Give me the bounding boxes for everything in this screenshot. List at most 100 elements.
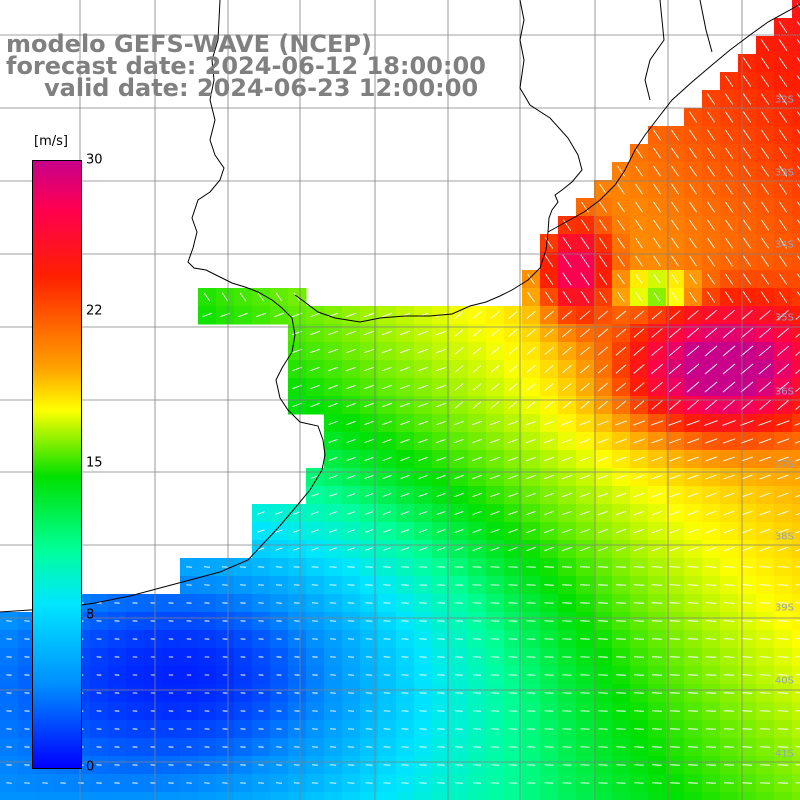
wind-arrow — [742, 93, 752, 105]
wind-arrow — [760, 219, 770, 231]
wind-arrow — [525, 438, 537, 444]
wind-arrow — [741, 674, 753, 676]
wind-arrow — [381, 330, 393, 336]
wind-arrow — [723, 764, 735, 766]
wind-arrow — [722, 399, 736, 411]
wind-arrow — [436, 529, 446, 533]
wind-arrow — [724, 147, 734, 159]
lat-label-35s: 35S — [774, 312, 794, 324]
wind-speed-cell — [792, 432, 800, 451]
wind-arrow — [544, 528, 554, 534]
wind-arrow — [742, 183, 752, 195]
wind-arrow — [777, 546, 789, 552]
wind-arrow — [508, 383, 518, 391]
wind-arrow — [345, 312, 357, 318]
wind-arrow — [328, 330, 338, 336]
wind-arrow — [778, 165, 788, 177]
wind-arrow — [705, 692, 717, 694]
wind-arrow — [382, 420, 392, 426]
wind-arrow — [653, 219, 661, 231]
wind-arrow — [707, 273, 715, 285]
wind-arrow — [795, 405, 800, 410]
wind-arrow — [795, 351, 800, 357]
wind-arrow — [597, 456, 609, 462]
wind-speed-cell — [594, 792, 613, 800]
wind-arrow — [635, 274, 643, 284]
wind-arrow — [490, 546, 500, 552]
wind-arrow — [705, 566, 717, 568]
wind-arrow — [777, 310, 789, 320]
wind-arrow — [580, 254, 590, 268]
wind-arrow — [633, 474, 645, 480]
wind-arrow — [724, 291, 734, 303]
wind-arrow — [687, 674, 699, 676]
wind-arrow — [543, 438, 555, 444]
wind-arrow — [741, 456, 753, 462]
wind-arrow — [689, 291, 697, 303]
wind-arrow — [363, 312, 375, 318]
wind-arrow — [562, 546, 572, 552]
wind-arrow — [382, 366, 392, 372]
wind-arrow — [778, 237, 788, 249]
wind-arrow — [722, 420, 736, 426]
wind-arrow — [561, 492, 573, 498]
wind-speed-cell — [252, 792, 271, 800]
wind-arrow — [669, 584, 681, 586]
wind-arrow — [580, 364, 590, 374]
wind-arrow — [472, 365, 482, 373]
wind-arrow — [760, 57, 770, 69]
wind-arrow — [472, 347, 482, 355]
wind-arrow — [580, 290, 590, 304]
wind-arrow — [777, 492, 789, 498]
wind-arrow — [687, 710, 699, 712]
wind-arrow — [562, 364, 572, 374]
wind-arrow — [796, 183, 800, 189]
wind-arrow — [723, 492, 735, 498]
wind-arrow — [454, 474, 464, 480]
wind-arrow — [669, 546, 681, 552]
wind-arrow — [562, 510, 572, 516]
wind-arrow — [687, 638, 699, 640]
wind-arrow — [400, 529, 410, 533]
colorbar-tick-15: 15 — [86, 455, 103, 471]
wind-arrow — [686, 327, 700, 339]
wind-arrow — [617, 201, 625, 213]
wind-arrow — [635, 255, 643, 267]
wind-arrow — [526, 401, 536, 409]
wind-arrow — [490, 329, 500, 337]
wind-arrow — [742, 111, 752, 123]
wind-arrow — [633, 638, 645, 640]
coastline — [0, 0, 800, 613]
wind-arrow — [472, 438, 482, 444]
wind-arrow — [472, 510, 482, 516]
wind-arrow — [275, 529, 283, 533]
wind-arrow — [599, 183, 607, 195]
wind-arrow — [668, 363, 682, 375]
lat-label-32s: 32S — [774, 94, 794, 106]
wind-arrow — [669, 692, 681, 694]
wind-arrow — [759, 638, 771, 640]
wind-arrow — [346, 330, 356, 336]
lat-label-36s: 36S — [774, 386, 794, 398]
wind-arrow — [795, 728, 800, 730]
wind-arrow — [328, 457, 338, 461]
wind-arrow — [724, 273, 734, 285]
wind-arrow — [795, 782, 800, 784]
wind-speed-cell — [792, 198, 800, 217]
wind-arrow — [202, 312, 212, 318]
wind-arrow — [686, 438, 700, 444]
wind-arrow — [795, 620, 800, 622]
wind-arrow — [328, 384, 338, 390]
wind-arrow — [275, 511, 283, 515]
wind-arrows — [6, 2, 800, 784]
wind-speed-cell — [774, 792, 793, 800]
wind-speed-cell — [792, 504, 800, 523]
wind-speed-cell — [792, 216, 800, 235]
wind-arrow — [526, 546, 536, 552]
wind-arrow — [328, 438, 338, 444]
wind-arrow — [796, 111, 800, 117]
wind-arrow — [633, 364, 645, 374]
wind-arrow — [580, 528, 590, 534]
wind-arrow — [686, 363, 700, 375]
wind-arrow — [363, 330, 375, 336]
